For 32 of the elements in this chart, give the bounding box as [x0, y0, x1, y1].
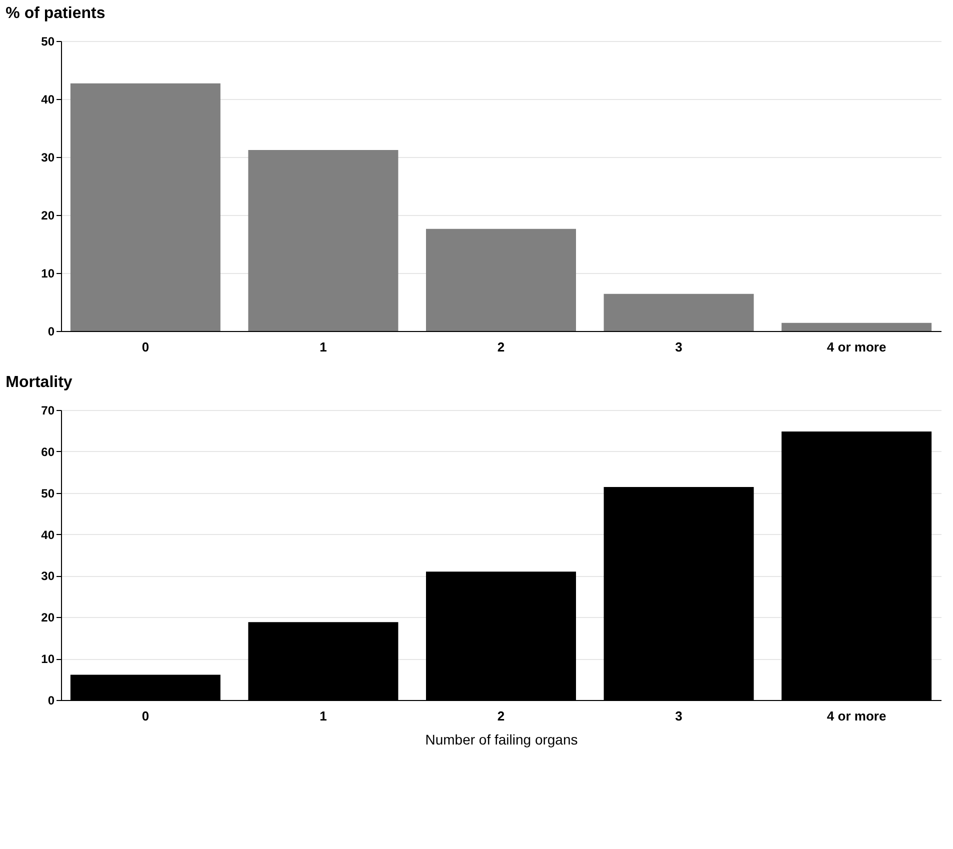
y-tick-label: 30	[41, 569, 55, 584]
bar	[426, 228, 576, 331]
y-tick-label: 40	[41, 528, 55, 542]
y-tick-label: 50	[41, 34, 55, 48]
y-tick-label: 70	[41, 404, 55, 418]
y-tick-label: 10	[41, 652, 55, 666]
x-tick-label: 4 or more	[826, 708, 886, 724]
bar	[248, 150, 398, 331]
y-tick-label: 0	[48, 694, 55, 708]
x-tick-label: 0	[142, 340, 150, 354]
y-tick-label: 10	[41, 266, 55, 280]
chart-title: Mortality	[6, 374, 72, 391]
y-tick-label: 60	[41, 444, 55, 459]
x-tick-label: 4 or more	[826, 340, 886, 354]
x-tick-label: 3	[675, 708, 682, 724]
x-tick-label: 2	[497, 340, 505, 354]
bar	[70, 83, 220, 331]
y-tick-label: 20	[41, 610, 55, 625]
bar	[604, 294, 754, 331]
y-tick-label: 20	[41, 208, 55, 222]
x-tick-label: 1	[320, 340, 327, 354]
y-tick-label: 40	[41, 92, 55, 106]
x-tick-label: 1	[320, 708, 327, 724]
x-axis-title: Number of failing organs	[425, 732, 578, 748]
y-tick-label: 50	[41, 486, 55, 500]
x-tick-label: 3	[675, 340, 682, 354]
bar	[782, 322, 932, 331]
x-tick-label: 0	[142, 708, 150, 724]
y-tick-label: 30	[41, 150, 55, 164]
y-tick-label: 0	[48, 324, 55, 338]
x-tick-label: 2	[497, 708, 505, 724]
chart-title: % of patients	[6, 5, 106, 22]
